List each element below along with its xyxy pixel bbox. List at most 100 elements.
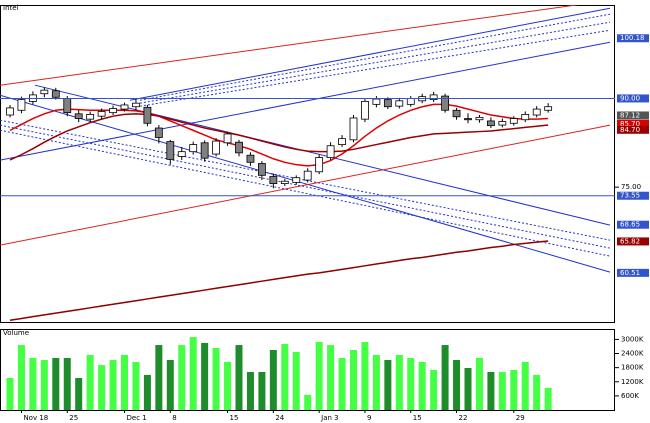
price-marker-label: 60.51 xyxy=(620,269,640,277)
volume-bar xyxy=(338,358,346,410)
trendline xyxy=(129,7,611,101)
volume-bar xyxy=(281,344,289,410)
price-marker xyxy=(617,94,649,103)
candle-body xyxy=(292,177,301,183)
volume-bar xyxy=(372,354,380,410)
candle-body xyxy=(189,144,198,153)
volume-bar xyxy=(258,372,266,410)
volume-bar xyxy=(52,358,60,410)
volume-bar xyxy=(418,362,426,410)
candle-body xyxy=(441,95,450,111)
moving-average xyxy=(9,113,549,161)
candle-body xyxy=(51,90,60,98)
volume-bar xyxy=(475,358,483,410)
price-marker-label: 68.65 xyxy=(620,221,640,229)
volume-bar xyxy=(189,337,197,410)
price-marker xyxy=(617,119,649,128)
volume-bar xyxy=(327,345,335,410)
price-marker xyxy=(617,237,649,246)
trendline xyxy=(0,94,611,273)
candle-body xyxy=(200,142,209,159)
volume-bar xyxy=(521,362,529,410)
candle-body xyxy=(120,104,129,110)
candle-body xyxy=(280,180,289,185)
candle-body xyxy=(166,141,175,160)
volume-bar xyxy=(395,354,403,410)
volume-bar xyxy=(166,360,174,410)
trendline xyxy=(34,84,611,226)
volume-bar xyxy=(224,362,232,410)
volume-bar xyxy=(6,378,14,410)
candle-body xyxy=(212,140,221,155)
candle-body xyxy=(406,98,415,105)
candle-body xyxy=(315,157,324,173)
trendline xyxy=(0,5,580,86)
x-tick-label: 29 xyxy=(516,414,525,422)
volume-bar xyxy=(40,360,48,410)
volume-bar xyxy=(269,350,277,410)
volume-bar xyxy=(498,372,506,410)
volume-bar xyxy=(304,394,312,410)
candle-body xyxy=(269,176,278,185)
volume-bar xyxy=(315,342,323,410)
candle-body xyxy=(338,138,346,145)
volume-bar xyxy=(361,342,369,410)
candle-body xyxy=(361,101,369,120)
moving-average xyxy=(9,240,549,321)
candle-body xyxy=(486,120,495,127)
candle-body xyxy=(97,111,106,117)
volume-bar xyxy=(143,374,151,410)
volume-bar xyxy=(533,374,541,410)
trendline xyxy=(139,29,611,107)
volume-bar xyxy=(441,345,449,410)
x-tick-label: Dec 1 xyxy=(127,414,147,422)
trendline xyxy=(139,21,611,104)
candle-body xyxy=(544,106,553,111)
candle-body xyxy=(509,118,518,124)
candle-body xyxy=(383,99,392,108)
chart-title: Intel xyxy=(3,4,19,12)
price-marker xyxy=(617,268,649,277)
candle-body xyxy=(498,121,507,126)
x-tick-label: 25 xyxy=(69,414,78,422)
candle-body xyxy=(532,108,541,116)
volume-bar xyxy=(98,365,106,410)
candle-body xyxy=(143,106,152,124)
x-tick-label: 15 xyxy=(413,414,422,422)
x-tick-label: 15 xyxy=(230,414,239,422)
candle-body xyxy=(109,108,117,114)
volume-bar xyxy=(544,388,552,410)
y-tick-label: 75.00 xyxy=(621,183,641,191)
volume-bar xyxy=(464,368,472,410)
trendline xyxy=(0,124,611,246)
candle-body xyxy=(372,98,381,105)
candle-body xyxy=(349,117,358,141)
candle-body xyxy=(74,113,83,119)
candle-body xyxy=(395,100,404,107)
candle-body xyxy=(464,118,472,121)
price-marker-label: 73.55 xyxy=(620,192,640,200)
candle-body xyxy=(63,98,72,114)
volume-bar xyxy=(510,370,518,410)
price-marker-label: 87.12 xyxy=(620,111,640,119)
price-marker xyxy=(617,111,649,120)
volume-bar xyxy=(121,354,128,410)
y2-tick-label: 600K xyxy=(621,392,639,400)
volume-bar xyxy=(155,345,163,410)
candle-body xyxy=(452,109,461,118)
volume-bar xyxy=(75,378,83,410)
volume-bar xyxy=(29,358,37,410)
x-tick-label: 8 xyxy=(172,414,176,422)
volume-bar xyxy=(86,354,94,410)
volume-bar xyxy=(407,358,415,410)
volume-bar xyxy=(63,358,71,410)
volume-bar xyxy=(109,360,117,410)
price-marker-label: 90.00 xyxy=(620,94,640,102)
volume-bar xyxy=(246,372,254,410)
volume-bar xyxy=(17,345,25,410)
volume-bar xyxy=(384,360,392,410)
price-marker xyxy=(617,34,649,43)
trendline xyxy=(0,41,611,161)
price-marker-label: 100.18 xyxy=(620,34,645,42)
volume-bar xyxy=(178,345,186,410)
